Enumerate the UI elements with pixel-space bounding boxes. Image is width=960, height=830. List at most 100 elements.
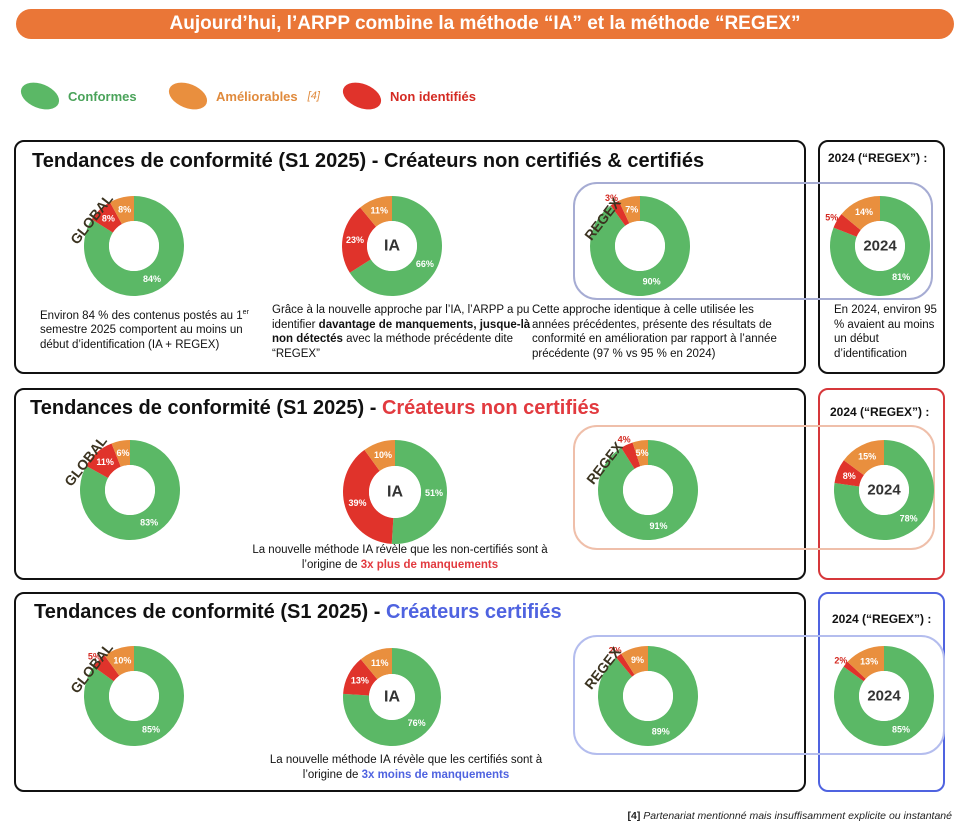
slice-conformes — [830, 196, 930, 296]
value-label-conformes: 83% — [140, 517, 158, 527]
slice-ameliorables — [360, 648, 392, 680]
donut-s2-ia: 51% 39% 10% IA — [343, 440, 447, 544]
value-label-ameliorables: 10% — [374, 450, 392, 460]
slice-ameliorables — [364, 440, 395, 471]
slice-non-identifies — [834, 460, 864, 487]
slice-conformes — [349, 196, 442, 296]
value-label-conformes: 85% — [142, 724, 160, 734]
value-label-ameliorables: 13% — [860, 657, 878, 667]
section-non-certified-title: Tendances de conformité (S1 2025) - Créa… — [30, 397, 600, 419]
value-label-non-identifies: 8% — [843, 471, 856, 481]
value-label-non-identifies: 2% — [834, 655, 847, 665]
slice-non-identifies — [91, 202, 122, 233]
section-non-certified — [14, 388, 806, 580]
donut-hole — [859, 671, 909, 721]
side-2024-non-certified-title: 2024 (“REGEX”) : — [830, 405, 930, 419]
donut-hole — [109, 221, 159, 271]
value-label-ameliorables: 8% — [118, 205, 131, 215]
donut-hole — [105, 465, 155, 515]
donut-center-label: 2024 — [867, 482, 901, 499]
slice-non-identifies — [616, 653, 635, 677]
donut-s2-global: 83% 11%6% — [80, 440, 180, 540]
value-label-ameliorables: 5% — [636, 448, 649, 458]
slice-non-identifies — [93, 655, 120, 682]
donut-hole — [369, 674, 415, 720]
value-label-conformes: 81% — [892, 272, 910, 282]
value-label-ameliorables: 6% — [116, 448, 129, 458]
donut-s1-2024: 81% 5% 14% 2024 — [825, 196, 930, 296]
donut-center-label: 2024 — [863, 238, 897, 255]
value-label-conformes: 84% — [143, 274, 161, 284]
value-label-non-identifies: 3% — [605, 193, 618, 203]
donut-s1-ia: 66% 23% 11% IA — [342, 196, 442, 296]
text-s3-ia: La nouvelle méthode IA révèle que les ce… — [269, 754, 543, 781]
donut-hole — [369, 466, 421, 518]
value-label-ameliorables: 7% — [625, 204, 638, 214]
legend-conformes: Conformes — [16, 77, 137, 115]
donut-s3-global: 85% 5% 10% — [84, 646, 184, 746]
donut-s3-regex: 89% 2% 9% — [598, 646, 698, 746]
slice-ameliorables — [847, 646, 884, 679]
donut-hole — [109, 671, 159, 721]
value-label-conformes: 51% — [425, 488, 443, 498]
orange-leaf-icon — [164, 77, 212, 115]
legend-ameliorables-label: Améliorables — [216, 88, 298, 104]
section-certified — [14, 592, 806, 792]
value-label-non-identifies: 23% — [346, 235, 364, 245]
legend-non-identifies-label: Non identifiés — [390, 88, 476, 104]
value-label-non-identifies: 8% — [102, 214, 115, 224]
value-label-non-identifies: 5% — [88, 651, 101, 661]
donut-hole — [615, 221, 665, 271]
value-label-conformes: 66% — [416, 259, 434, 269]
slice-conformes — [834, 646, 934, 746]
section-all-creators-title: Tendances de conformité (S1 2025) - Créa… — [32, 150, 705, 172]
value-label-ameliorables: 10% — [113, 655, 131, 665]
slice-conformes — [84, 646, 184, 746]
value-label-ameliorables: 14% — [855, 207, 873, 217]
regex-highlight-box-2 — [573, 425, 935, 550]
donut-s3-2024: 85% 2% 13% 2024 — [834, 646, 934, 746]
slice-non-identifies — [86, 443, 121, 478]
legend-conformes-label: Conformes — [68, 88, 137, 104]
green-leaf-icon — [16, 77, 64, 115]
slice-non-identifies — [621, 442, 641, 469]
donut-s1-global: 84% 8%8% — [84, 196, 184, 296]
slice-ameliorables — [104, 646, 134, 676]
slice-non-identifies — [843, 661, 866, 682]
donut-hole — [859, 465, 909, 515]
legend-ameliorables: Améliorables [4] — [164, 77, 320, 115]
value-label-non-identifies: 39% — [349, 498, 367, 508]
slice-non-identifies — [343, 659, 378, 696]
donut-hole — [623, 465, 673, 515]
slice-ameliorables — [111, 440, 130, 467]
value-label-non-identifies: 5% — [825, 212, 838, 222]
regex-highlight-box-3 — [573, 635, 945, 755]
slice-conformes — [84, 196, 184, 296]
slice-conformes — [598, 646, 698, 746]
slice-conformes — [343, 648, 441, 746]
text-s1-regex: Cette approche identique à celle utilisé… — [532, 304, 777, 360]
donut-center-label: IA — [384, 689, 400, 706]
value-label-conformes: 90% — [643, 277, 661, 287]
side-2024-non-certified — [818, 388, 945, 580]
value-label-conformes: 76% — [408, 718, 426, 728]
slice-conformes — [590, 196, 690, 296]
slice-conformes — [80, 440, 180, 540]
text-s1-2024: En 2024, environ 95 % avaient au moins u… — [834, 304, 937, 360]
page-title-banner: Aujourd’hui, l’ARPP combine la méthode “… — [16, 9, 954, 39]
donut-center-label: 2024 — [867, 688, 901, 705]
donut-s1-regex: 90% 3% 7% — [590, 193, 690, 296]
slice-ameliorables — [621, 646, 648, 675]
section-certified-title: Tendances de conformité (S1 2025) - Créa… — [34, 601, 562, 623]
red-leaf-icon — [338, 77, 386, 115]
side-2024-certified-title: 2024 (“REGEX”) : — [832, 612, 932, 626]
value-label-conformes: 78% — [900, 513, 918, 523]
legend-ameliorables-note: [4] — [307, 90, 320, 102]
slice-non-identifies — [343, 449, 394, 544]
value-label-ameliorables: 9% — [631, 655, 644, 665]
donut-hole — [623, 671, 673, 721]
slice-conformes — [391, 440, 447, 544]
value-label-conformes: 89% — [652, 726, 670, 736]
value-label-conformes: 85% — [892, 724, 910, 734]
text-s2-ia: La nouvelle méthode IA révèle que les no… — [252, 544, 548, 571]
